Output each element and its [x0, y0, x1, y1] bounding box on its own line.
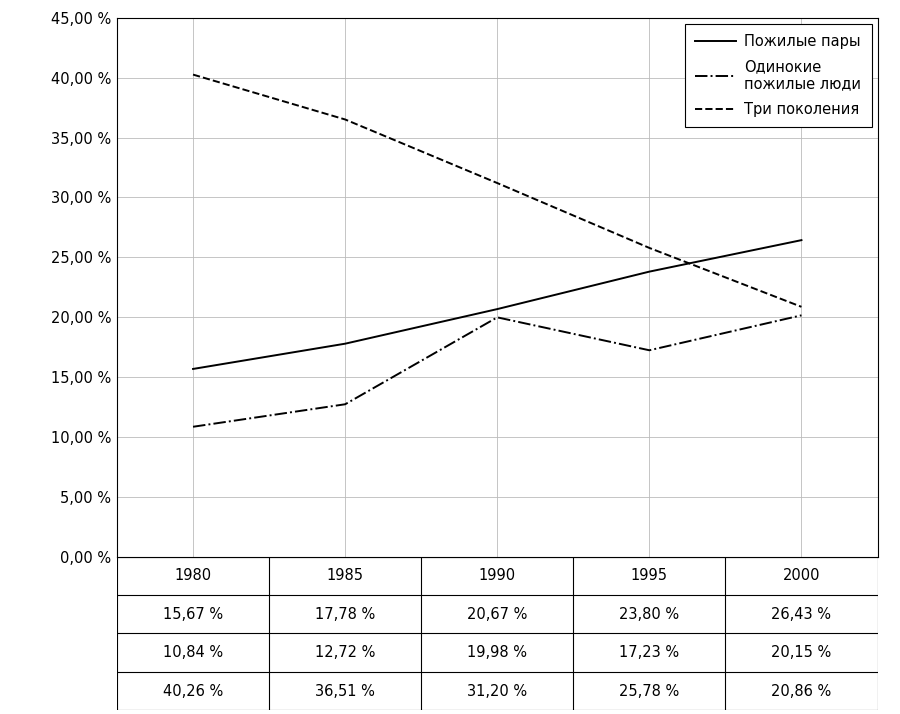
- Line: Одинокие
пожилые люди: Одинокие пожилые люди: [194, 316, 801, 427]
- Одинокие
пожилые люди: [491, 313, 502, 321]
- Text: 1980: 1980: [175, 568, 211, 583]
- Text: 1995: 1995: [631, 568, 668, 583]
- Три поколения: [491, 178, 502, 187]
- Text: 17,78 %: 17,78 %: [315, 607, 375, 622]
- Text: 1985: 1985: [327, 568, 364, 583]
- Три поколения: [188, 70, 199, 79]
- Text: 10,84 %: 10,84 %: [163, 645, 223, 660]
- Text: 31,20 %: 31,20 %: [467, 684, 527, 699]
- Одинокие
пожилые люди: [188, 423, 199, 431]
- Text: 2000: 2000: [783, 568, 820, 583]
- Line: Пожилые пары: Пожилые пары: [194, 240, 801, 369]
- Три поколения: [644, 243, 654, 252]
- Одинокие
пожилые люди: [340, 400, 351, 408]
- Text: 25,78 %: 25,78 %: [619, 684, 680, 699]
- Одинокие
пожилые люди: [644, 346, 654, 355]
- Три поколения: [796, 303, 806, 311]
- Text: 19,98 %: 19,98 %: [467, 645, 527, 660]
- Text: 1990: 1990: [479, 568, 516, 583]
- Legend: Пожилые пары, Одинокие
пожилые люди, Три поколения: Пожилые пары, Одинокие пожилые люди, Три…: [685, 24, 872, 127]
- Text: 17,23 %: 17,23 %: [619, 645, 680, 660]
- Text: 23,80 %: 23,80 %: [619, 607, 680, 622]
- Text: 20,15 %: 20,15 %: [771, 645, 832, 660]
- Line: Три поколения: Три поколения: [194, 74, 801, 307]
- Пожилые пары: [644, 267, 654, 276]
- Text: 20,67 %: 20,67 %: [467, 607, 527, 622]
- Text: 26,43 %: 26,43 %: [771, 607, 832, 622]
- Text: 15,67 %: 15,67 %: [163, 607, 223, 622]
- Text: 20,86 %: 20,86 %: [771, 684, 832, 699]
- Text: 12,72 %: 12,72 %: [315, 645, 375, 660]
- Три поколения: [340, 115, 351, 124]
- Пожилые пары: [340, 339, 351, 348]
- Пожилые пары: [491, 305, 502, 313]
- Одинокие
пожилые люди: [796, 311, 806, 320]
- Text: 36,51 %: 36,51 %: [315, 684, 375, 699]
- Пожилые пары: [188, 365, 199, 373]
- Пожилые пары: [796, 236, 806, 244]
- Text: 40,26 %: 40,26 %: [163, 684, 223, 699]
